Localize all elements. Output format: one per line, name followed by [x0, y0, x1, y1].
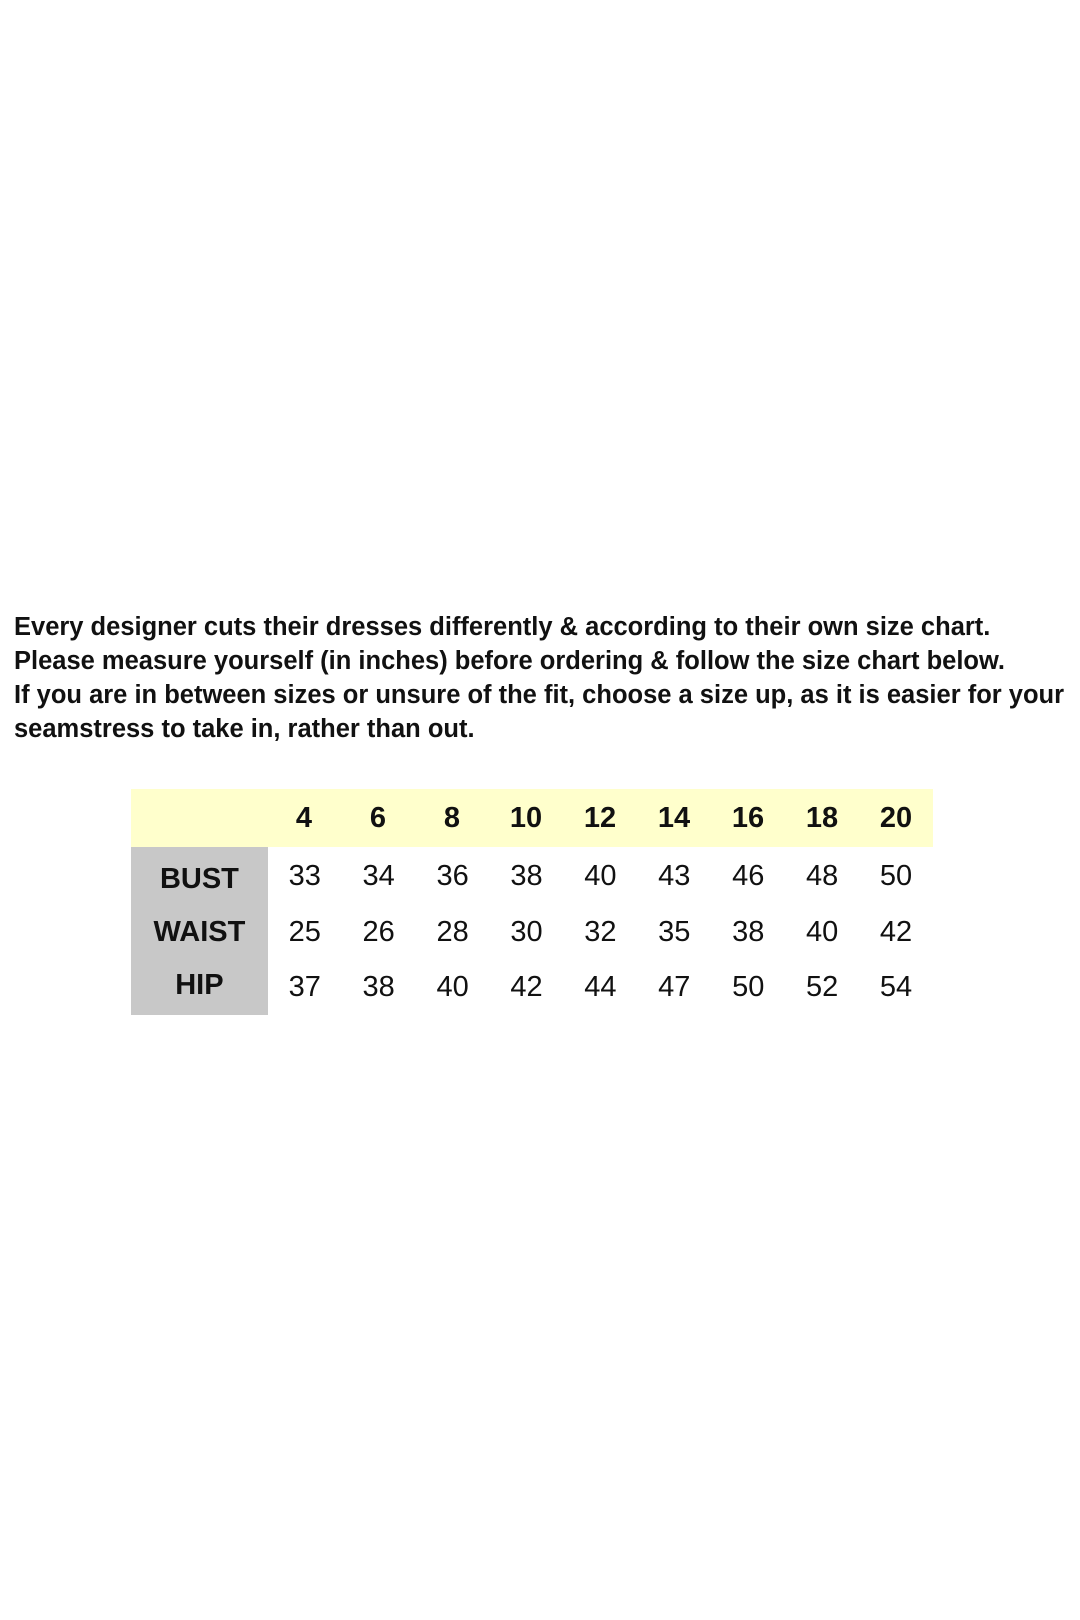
measurement-row-waist: WAIST 25 26 28 30 32 35 38 40 42: [131, 906, 933, 959]
size-header-cell: 16: [731, 801, 765, 834]
measurement-cell: 48: [805, 860, 839, 892]
intro-paragraph-2: If you are in between sizes or unsure of…: [14, 681, 1065, 743]
measurement-cell: 25: [288, 916, 321, 948]
measurement-cell: 38: [732, 916, 765, 948]
measurement-cell: 40: [584, 860, 617, 892]
measurement-cell: 52: [805, 970, 839, 1003]
measurement-cell: 54: [879, 970, 913, 1003]
size-header-cell: 4: [295, 801, 313, 834]
size-header-cell: 18: [805, 801, 839, 834]
measurement-cell: 43: [658, 860, 691, 892]
measurement-cell: 44: [584, 970, 617, 1003]
measurement-cell: 26: [362, 916, 395, 948]
size-header-row: 4 6 8 10 12 14 16 18 20: [131, 789, 933, 847]
measurement-cell: 32: [584, 916, 617, 948]
size-header-cell: 6: [369, 801, 387, 834]
size-header-cell: 8: [443, 801, 461, 834]
measurement-cell: 40: [805, 916, 839, 948]
measurement-cell: 28: [436, 916, 469, 948]
measurement-cell: 46: [732, 860, 765, 892]
measurement-cell: 40: [436, 970, 469, 1003]
measurement-cell: 34: [362, 860, 395, 892]
size-chart-table: 4 6 8 10 12 14 16 18 20 BUST 33 34 36 38 40 43 46 48 50 WA…: [131, 789, 933, 1015]
measurement-cell: 47: [658, 970, 691, 1003]
measurement-row-hip: HIP 37 38 40 42 44 47 50 52 54: [131, 959, 933, 1015]
size-header-cell: 12: [583, 801, 617, 834]
measurement-cell: 38: [510, 860, 543, 892]
size-header-cell: 20: [879, 801, 913, 834]
measurement-cell: 42: [879, 916, 913, 948]
size-header-cell: 14: [657, 801, 691, 834]
size-header-cell: 10: [509, 801, 543, 834]
measurement-cell: 50: [879, 860, 913, 892]
measurement-cell: 33: [288, 860, 321, 892]
measurement-row-bust: BUST 33 34 36 38 40 43 46 48 50: [131, 847, 933, 906]
measurement-label: WAIST: [131, 906, 268, 959]
measurement-label: BUST: [131, 847, 268, 906]
measurement-cell: 38: [362, 970, 395, 1003]
measurement-cell: 37: [288, 970, 321, 1003]
intro-paragraph-1: Every designer cuts their dresses differ…: [14, 613, 1005, 675]
measurement-cell: 30: [510, 916, 543, 948]
measurement-cell: 42: [510, 970, 543, 1003]
size-guide-intro: Every designer cuts their dresses differ…: [14, 610, 1074, 746]
measurement-cell: 50: [732, 970, 765, 1003]
measurement-cell: 35: [658, 916, 691, 948]
measurement-label: HIP: [131, 959, 268, 1015]
header-corner: [131, 792, 267, 845]
measurement-cell: 36: [436, 860, 469, 892]
